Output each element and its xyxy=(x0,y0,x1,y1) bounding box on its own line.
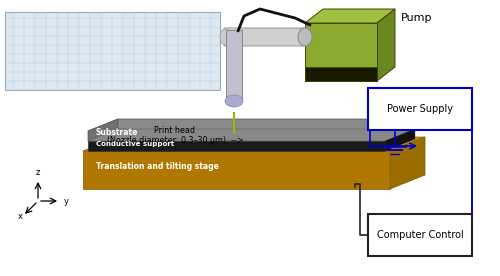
FancyBboxPatch shape xyxy=(226,30,242,102)
Polygon shape xyxy=(83,151,390,189)
Polygon shape xyxy=(88,129,415,141)
Text: Translation and tilting stage: Translation and tilting stage xyxy=(96,162,219,171)
Polygon shape xyxy=(305,9,395,23)
FancyBboxPatch shape xyxy=(368,88,472,130)
Ellipse shape xyxy=(225,95,243,107)
Polygon shape xyxy=(390,137,425,189)
Text: x: x xyxy=(18,212,22,221)
Text: Power Supply: Power Supply xyxy=(387,104,453,114)
Polygon shape xyxy=(377,9,395,81)
Polygon shape xyxy=(88,141,385,151)
Text: Computer Control: Computer Control xyxy=(376,230,464,240)
FancyBboxPatch shape xyxy=(305,67,377,81)
Text: Substrate: Substrate xyxy=(96,128,138,137)
FancyBboxPatch shape xyxy=(305,23,377,81)
Text: Conductive support: Conductive support xyxy=(96,141,174,147)
Text: Pump: Pump xyxy=(401,13,432,23)
Text: y: y xyxy=(64,197,69,206)
Text: Print head
(Nozzle diameter: 0.3–30 μm)  -->: Print head (Nozzle diameter: 0.3–30 μm) … xyxy=(106,126,244,145)
Ellipse shape xyxy=(298,28,312,46)
Polygon shape xyxy=(88,119,415,131)
Polygon shape xyxy=(385,119,415,141)
Text: z: z xyxy=(36,168,40,177)
Polygon shape xyxy=(385,129,415,151)
FancyBboxPatch shape xyxy=(224,28,308,46)
FancyBboxPatch shape xyxy=(5,12,220,90)
Polygon shape xyxy=(83,137,425,151)
Ellipse shape xyxy=(220,29,230,45)
FancyBboxPatch shape xyxy=(368,214,472,256)
Polygon shape xyxy=(88,119,118,141)
